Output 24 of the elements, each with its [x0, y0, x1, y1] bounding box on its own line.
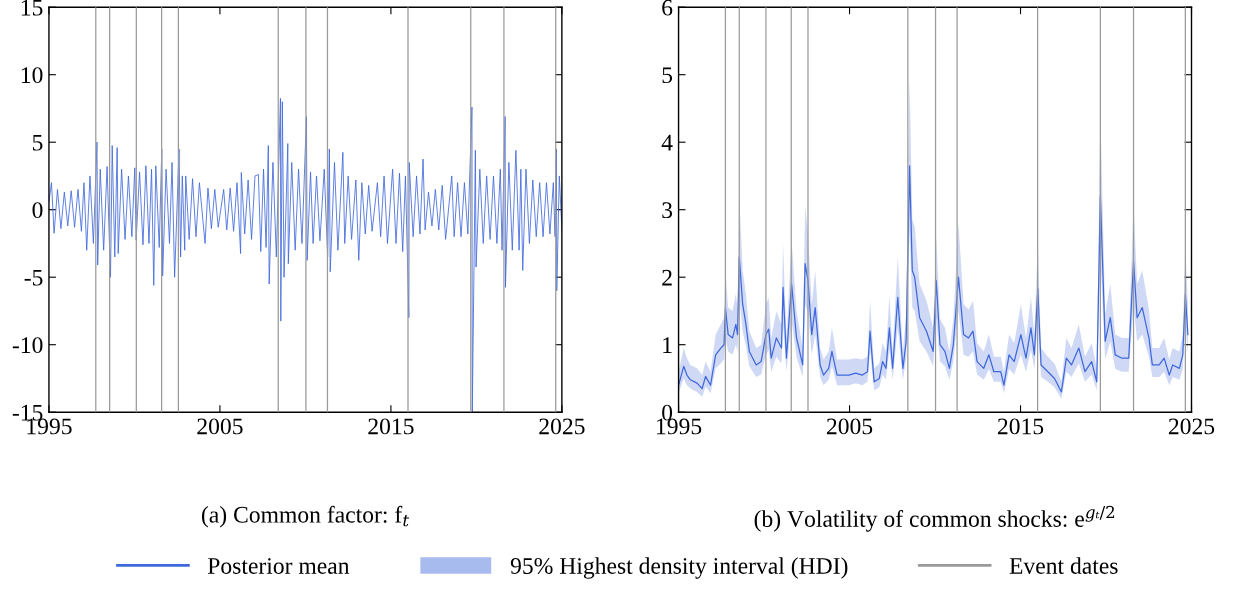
y-tick-label: 1 [663, 337, 672, 353]
y-tick-label: 0 [32, 202, 43, 219]
x-tick-label: 2025 [1168, 418, 1215, 435]
line-series [678, 165, 1189, 393]
y-tick-label: 5 [32, 134, 43, 151]
y-tick-label: 10 [21, 67, 43, 84]
legend-label: Event dates [1009, 557, 1118, 574]
y-tick-label: -10 [12, 337, 43, 354]
y-tick-label: 6 [662, 0, 673, 16]
y-tick-label: 15 [21, 0, 43, 16]
x-tick-label: 2015 [368, 418, 414, 435]
x-axis-title: (b) Volatility of common shocks: e$^{gₜ/2}$ [754, 505, 1115, 532]
y-tick-label: 2 [662, 269, 672, 286]
x-axis-title: (a) Common factor: f$_{t}$ [201, 505, 410, 528]
x-tick-label: 2025 [539, 418, 585, 435]
y-tick-label: 5 [662, 67, 673, 84]
text: 95% Highest density interval (HDI) [510, 557, 848, 579]
y-tick-label: 4 [661, 134, 673, 151]
x-tick-label: 2005 [826, 418, 873, 435]
x-tick-label: 2015 [997, 418, 1044, 435]
y-tick-label: -5 [24, 269, 43, 286]
legend-label: Posterior mean [207, 558, 350, 574]
y-tick-label: 3 [662, 202, 673, 219]
x-tick-label: 2005 [197, 418, 243, 435]
